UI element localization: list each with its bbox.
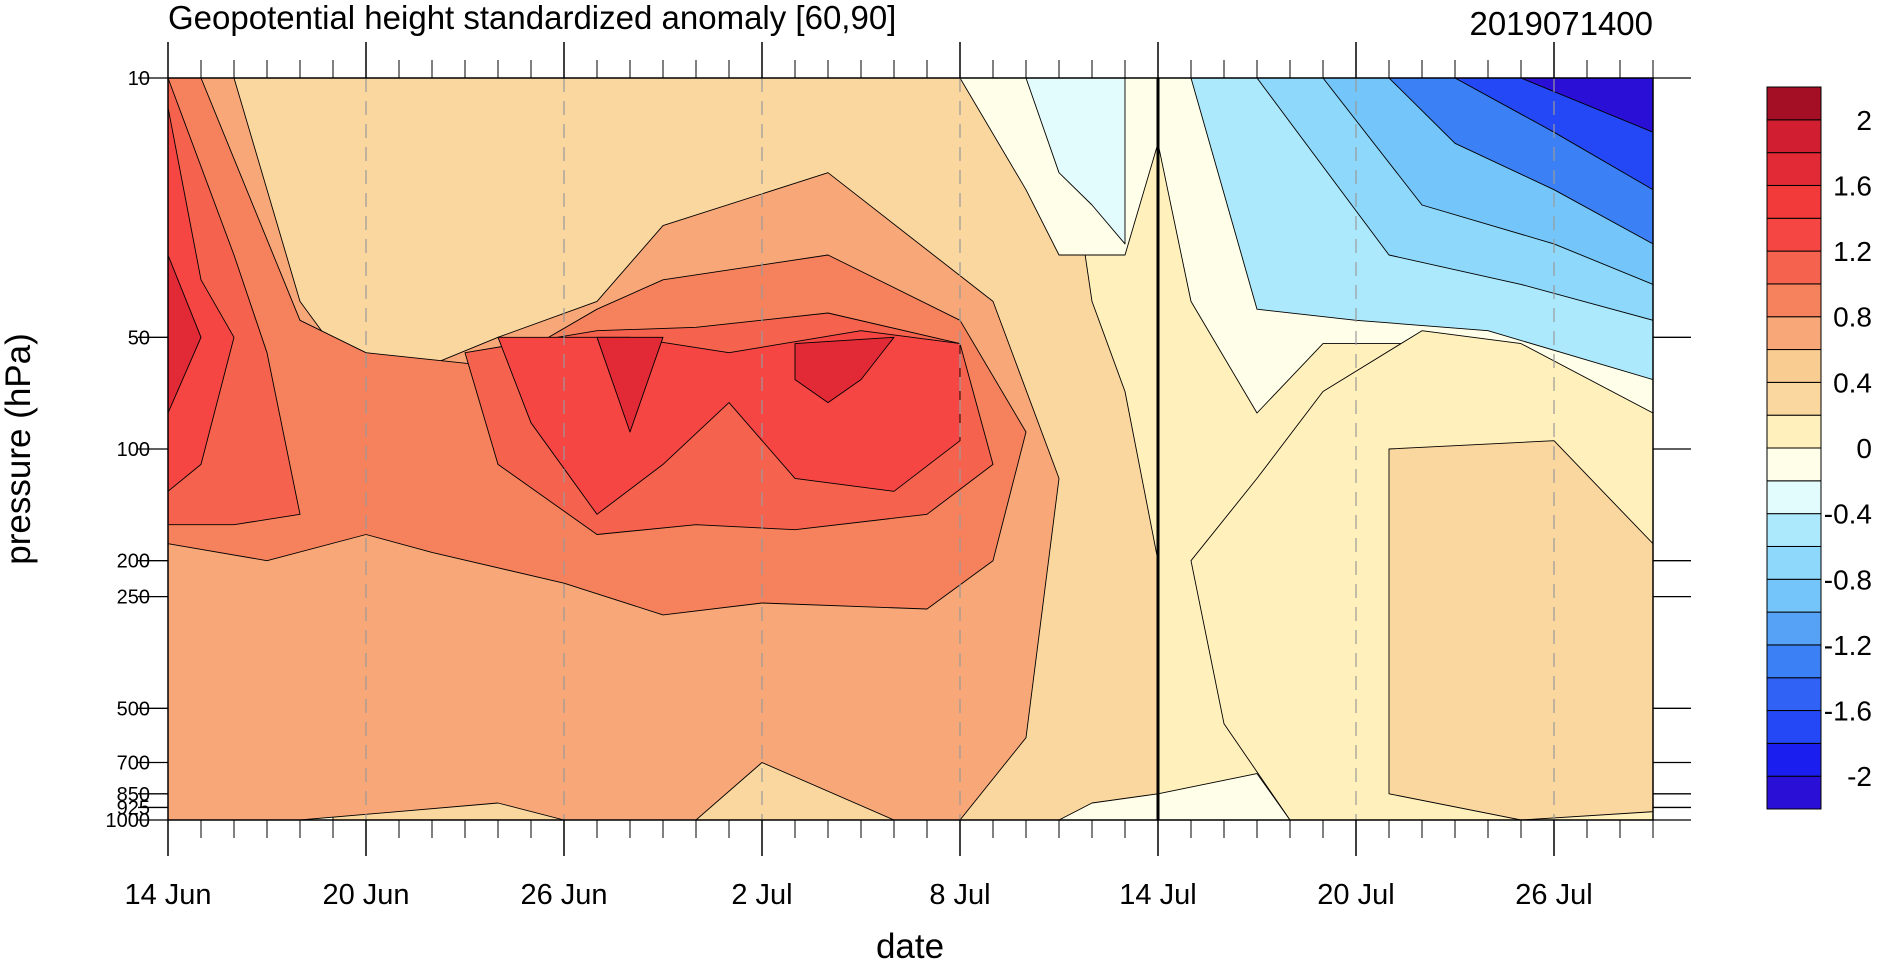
- colorbar: -2 -1.6 -1.2 -0.8 -0.4 0 0.4 0.8 1.2 1.6 2: [1766, 86, 1872, 810]
- colorbar-label: 0.8: [1833, 302, 1872, 333]
- colorbar-swatch: [1766, 578, 1822, 613]
- colorbar-swatch: [1766, 677, 1822, 712]
- colorbar-label: -2: [1847, 761, 1872, 792]
- y-tick-label: 200: [117, 551, 150, 573]
- colorbar-swatch: [1766, 775, 1822, 810]
- x-tick-label: 20 Jun: [322, 879, 409, 911]
- colorbar-swatch: [1766, 349, 1822, 383]
- contour-region-cool-core-end: [1520, 78, 1653, 133]
- colorbar-swatch: [1766, 119, 1822, 154]
- colorbar-swatch: [1766, 184, 1822, 219]
- x-tick-label: 8 Jul: [929, 879, 990, 911]
- contour-region-band-1.2-west: [168, 106, 235, 492]
- colorbar-swatch: [1766, 381, 1822, 416]
- x-tick-label: 14 Jul: [1119, 879, 1196, 911]
- y-tick-label: 100: [117, 439, 150, 461]
- x-tick-label: 26 Jun: [520, 879, 607, 911]
- x-tick-label: 26 Jul: [1515, 879, 1592, 911]
- colorbar-label: -0.4: [1824, 499, 1872, 530]
- y-tick-label: 1000: [106, 810, 151, 832]
- colorbar-label: -0.8: [1824, 564, 1872, 595]
- x-tick-label: 2 Jul: [731, 879, 792, 911]
- colorbar-swatch: [1766, 447, 1822, 482]
- y-tick-label: 700: [117, 753, 150, 775]
- colorbar-swatch: [1766, 611, 1822, 646]
- x-axis: 14 Jun 20 Jun 26 Jun 2 Jul 8 Jul 14 Jul 20 Jul…: [124, 42, 1654, 911]
- x-tick-label: 20 Jul: [1317, 879, 1394, 911]
- y-tick-label: 50: [128, 327, 150, 349]
- y-tick-label: 850: [117, 784, 150, 806]
- colorbar-swatch: [1766, 513, 1822, 547]
- contour-region-cool-surface-mid: [1058, 773, 1291, 820]
- contour-region-warm-late-trough: [1388, 440, 1653, 820]
- y-tick-label: 250: [117, 587, 150, 609]
- colorbar-label: -1.2: [1824, 630, 1872, 661]
- colorbar-label: 0.4: [1833, 367, 1872, 398]
- x-axis-label: date: [876, 927, 944, 963]
- contour-regions: [168, 78, 1653, 820]
- colorbar-swatch: [1766, 480, 1822, 515]
- colorbar-swatch: [1766, 545, 1822, 580]
- colorbar-swatch: [1766, 250, 1822, 285]
- colorbar-label: 1.2: [1833, 236, 1872, 267]
- chart-title: Geopotential height standardized anomaly…: [168, 0, 896, 36]
- contour-region-band-1.6-centre-b: [794, 336, 895, 404]
- colorbar-swatch: [1766, 644, 1822, 679]
- y-tick-label: 10: [128, 68, 150, 90]
- colorbar-label: 2: [1856, 105, 1872, 136]
- x-tick-label: 14 Jun: [124, 879, 211, 911]
- contour-region-cool-core-midmonth: [1025, 78, 1126, 245]
- y-tick-label: 925: [117, 797, 150, 819]
- date-gridlines: [365, 78, 1555, 820]
- colorbar-swatch: [1766, 414, 1822, 449]
- chart-stamp: 2019071400: [1469, 5, 1653, 42]
- colorbar-swatch: [1766, 710, 1822, 744]
- colorbar-label: 0: [1856, 433, 1872, 464]
- y-axis-label: pressure (hPa): [0, 333, 38, 564]
- y-tick-label: 500: [117, 698, 150, 720]
- colorbar-swatch: [1766, 316, 1822, 351]
- colorbar-swatch: [1766, 217, 1822, 252]
- contour-region-band-1.6-west: [168, 254, 202, 414]
- colorbar-swatch: [1766, 283, 1822, 318]
- colorbar-swatch: [1766, 742, 1822, 777]
- colorbar-label: 1.6: [1833, 170, 1872, 201]
- colorbar-label: -1.6: [1824, 696, 1872, 727]
- colorbar-swatch: [1766, 86, 1822, 121]
- plot-area: [168, 78, 1653, 820]
- colorbar-swatch: [1766, 152, 1822, 186]
- contour-region-band-1.6-centre-a: [596, 336, 664, 433]
